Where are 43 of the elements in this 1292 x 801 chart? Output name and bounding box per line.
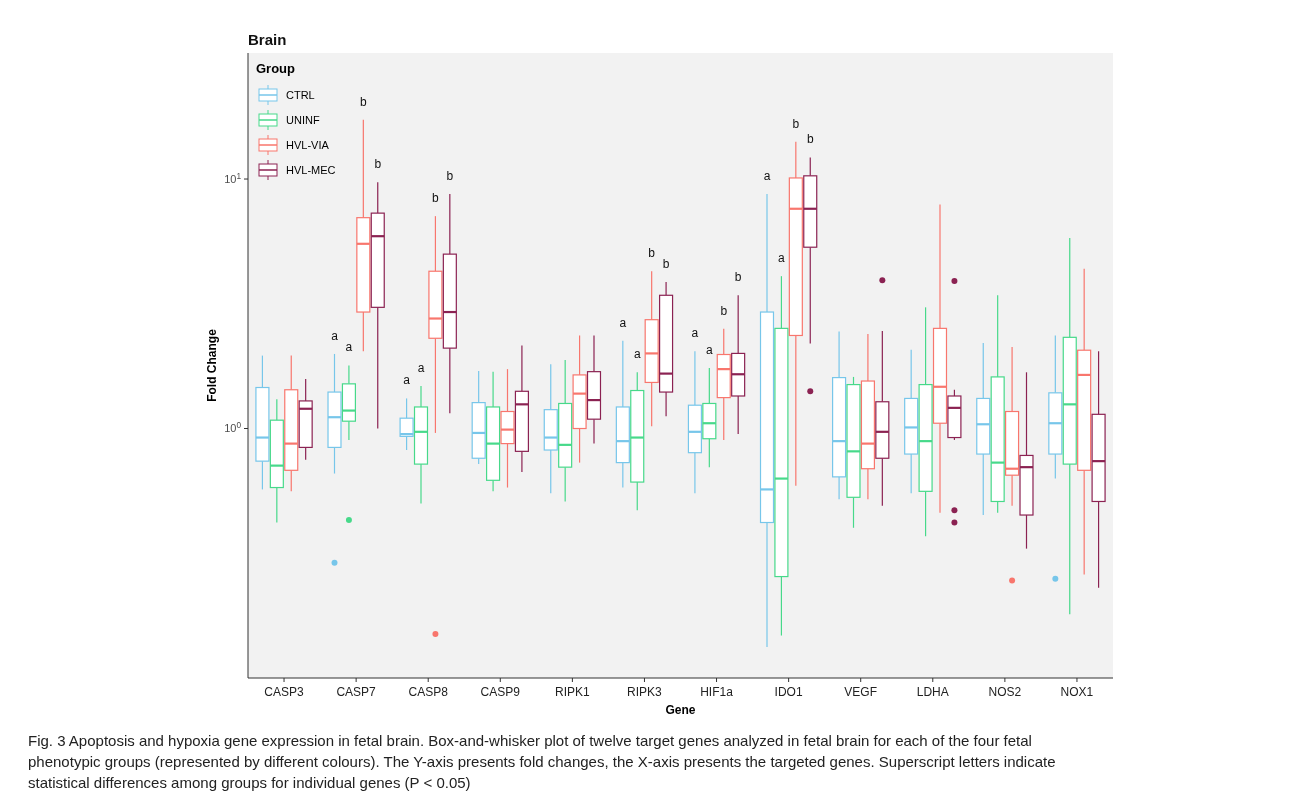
legend-label: HVL-MEC: [286, 163, 336, 176]
x-tick-label: IDO1: [774, 685, 803, 699]
caption: Fig. 3 Apoptosis and hypoxia gene expression in fetal brain. Box-and-whisker plot of twelve target genes analyzed in fetal brain for each of the four fetal phenotypic groups (represented by different colours). The Y-axis presents fold changes, the X-axis presents the targeted genes. Superscript letters indicate statistical differences among groups for individual genes (P < 0.05): [28, 732, 1056, 791]
legend-title: Group: [256, 61, 296, 76]
y-tick-label: 10$^{1}$: [224, 171, 242, 185]
text: b: [432, 191, 439, 206]
x-tick-label: RIPK3: [627, 685, 663, 699]
x-tick-label: CASP9: [480, 685, 521, 699]
y-tick-label: 10$^{0}$: [224, 420, 242, 435]
text: b: [806, 132, 814, 147]
text: a: [331, 328, 338, 343]
x-tick-label: LDHA: [916, 685, 949, 699]
text: b: [648, 246, 656, 261]
x-tick-label: CASP8: [408, 685, 449, 699]
text: a: [417, 361, 425, 376]
text: b: [792, 116, 800, 131]
text: a: [633, 347, 641, 362]
x-tick-label: CASP7: [336, 685, 377, 699]
x-axis-title: Gene: [665, 703, 696, 717]
text: b: [446, 169, 454, 184]
x-tick-label: HIF1a: [700, 685, 734, 699]
legend-label: CTRL: [286, 88, 315, 101]
text: a: [763, 169, 771, 184]
x-tick-label: NOS2: [988, 685, 1022, 699]
text: a: [691, 326, 699, 341]
x-tick-label: CASP3: [264, 685, 305, 699]
legend-label: HVL-VIA: [286, 138, 330, 151]
text: a: [403, 373, 410, 388]
text: b: [374, 157, 382, 172]
text: b: [662, 256, 670, 271]
text: a: [705, 342, 713, 357]
chart-title: Brain: [248, 31, 287, 48]
text: a: [778, 251, 785, 266]
x-tick-label: VEGF: [844, 685, 878, 699]
text: a: [619, 315, 627, 330]
x-tick-label: RIPK1: [555, 685, 591, 699]
text: b: [734, 270, 742, 285]
y-axis-title: Fold Change: [205, 328, 219, 402]
text: b: [720, 303, 728, 318]
x-tick-label: NOX1: [1060, 685, 1094, 699]
text: a: [345, 340, 353, 355]
text: b: [359, 94, 367, 109]
legend-label: UNINF: [286, 113, 320, 126]
